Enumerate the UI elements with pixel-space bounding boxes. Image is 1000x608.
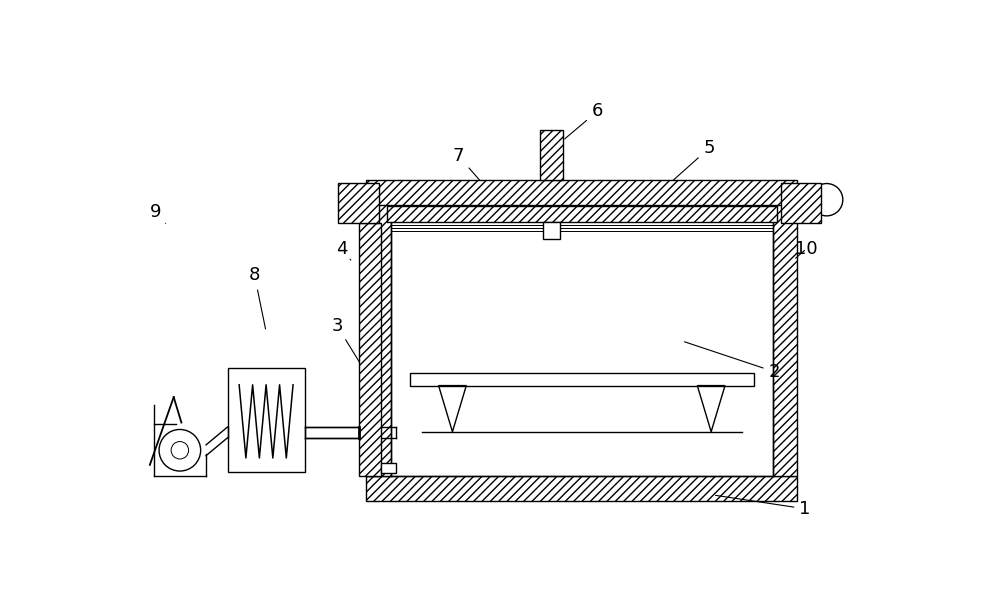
Bar (366, 477, 797, 501)
Bar (410, 373, 754, 385)
Text: 3: 3 (331, 317, 369, 377)
Text: 4: 4 (336, 240, 351, 260)
Bar (781, 183, 821, 223)
Bar (543, 221, 560, 238)
Text: 7: 7 (453, 147, 489, 191)
Bar (366, 201, 391, 477)
Text: 6: 6 (565, 103, 603, 139)
Bar (228, 368, 305, 472)
Text: 1: 1 (715, 496, 811, 518)
Bar (540, 130, 563, 180)
Text: 8: 8 (249, 266, 266, 329)
Bar (359, 223, 381, 477)
Text: 5: 5 (661, 139, 715, 192)
Bar (338, 183, 379, 223)
Bar (773, 201, 797, 477)
Bar (387, 206, 777, 221)
Text: 2: 2 (685, 342, 780, 381)
Text: 10: 10 (795, 240, 818, 258)
Text: 9: 9 (149, 202, 166, 223)
Bar (381, 463, 396, 472)
Bar (366, 180, 797, 205)
